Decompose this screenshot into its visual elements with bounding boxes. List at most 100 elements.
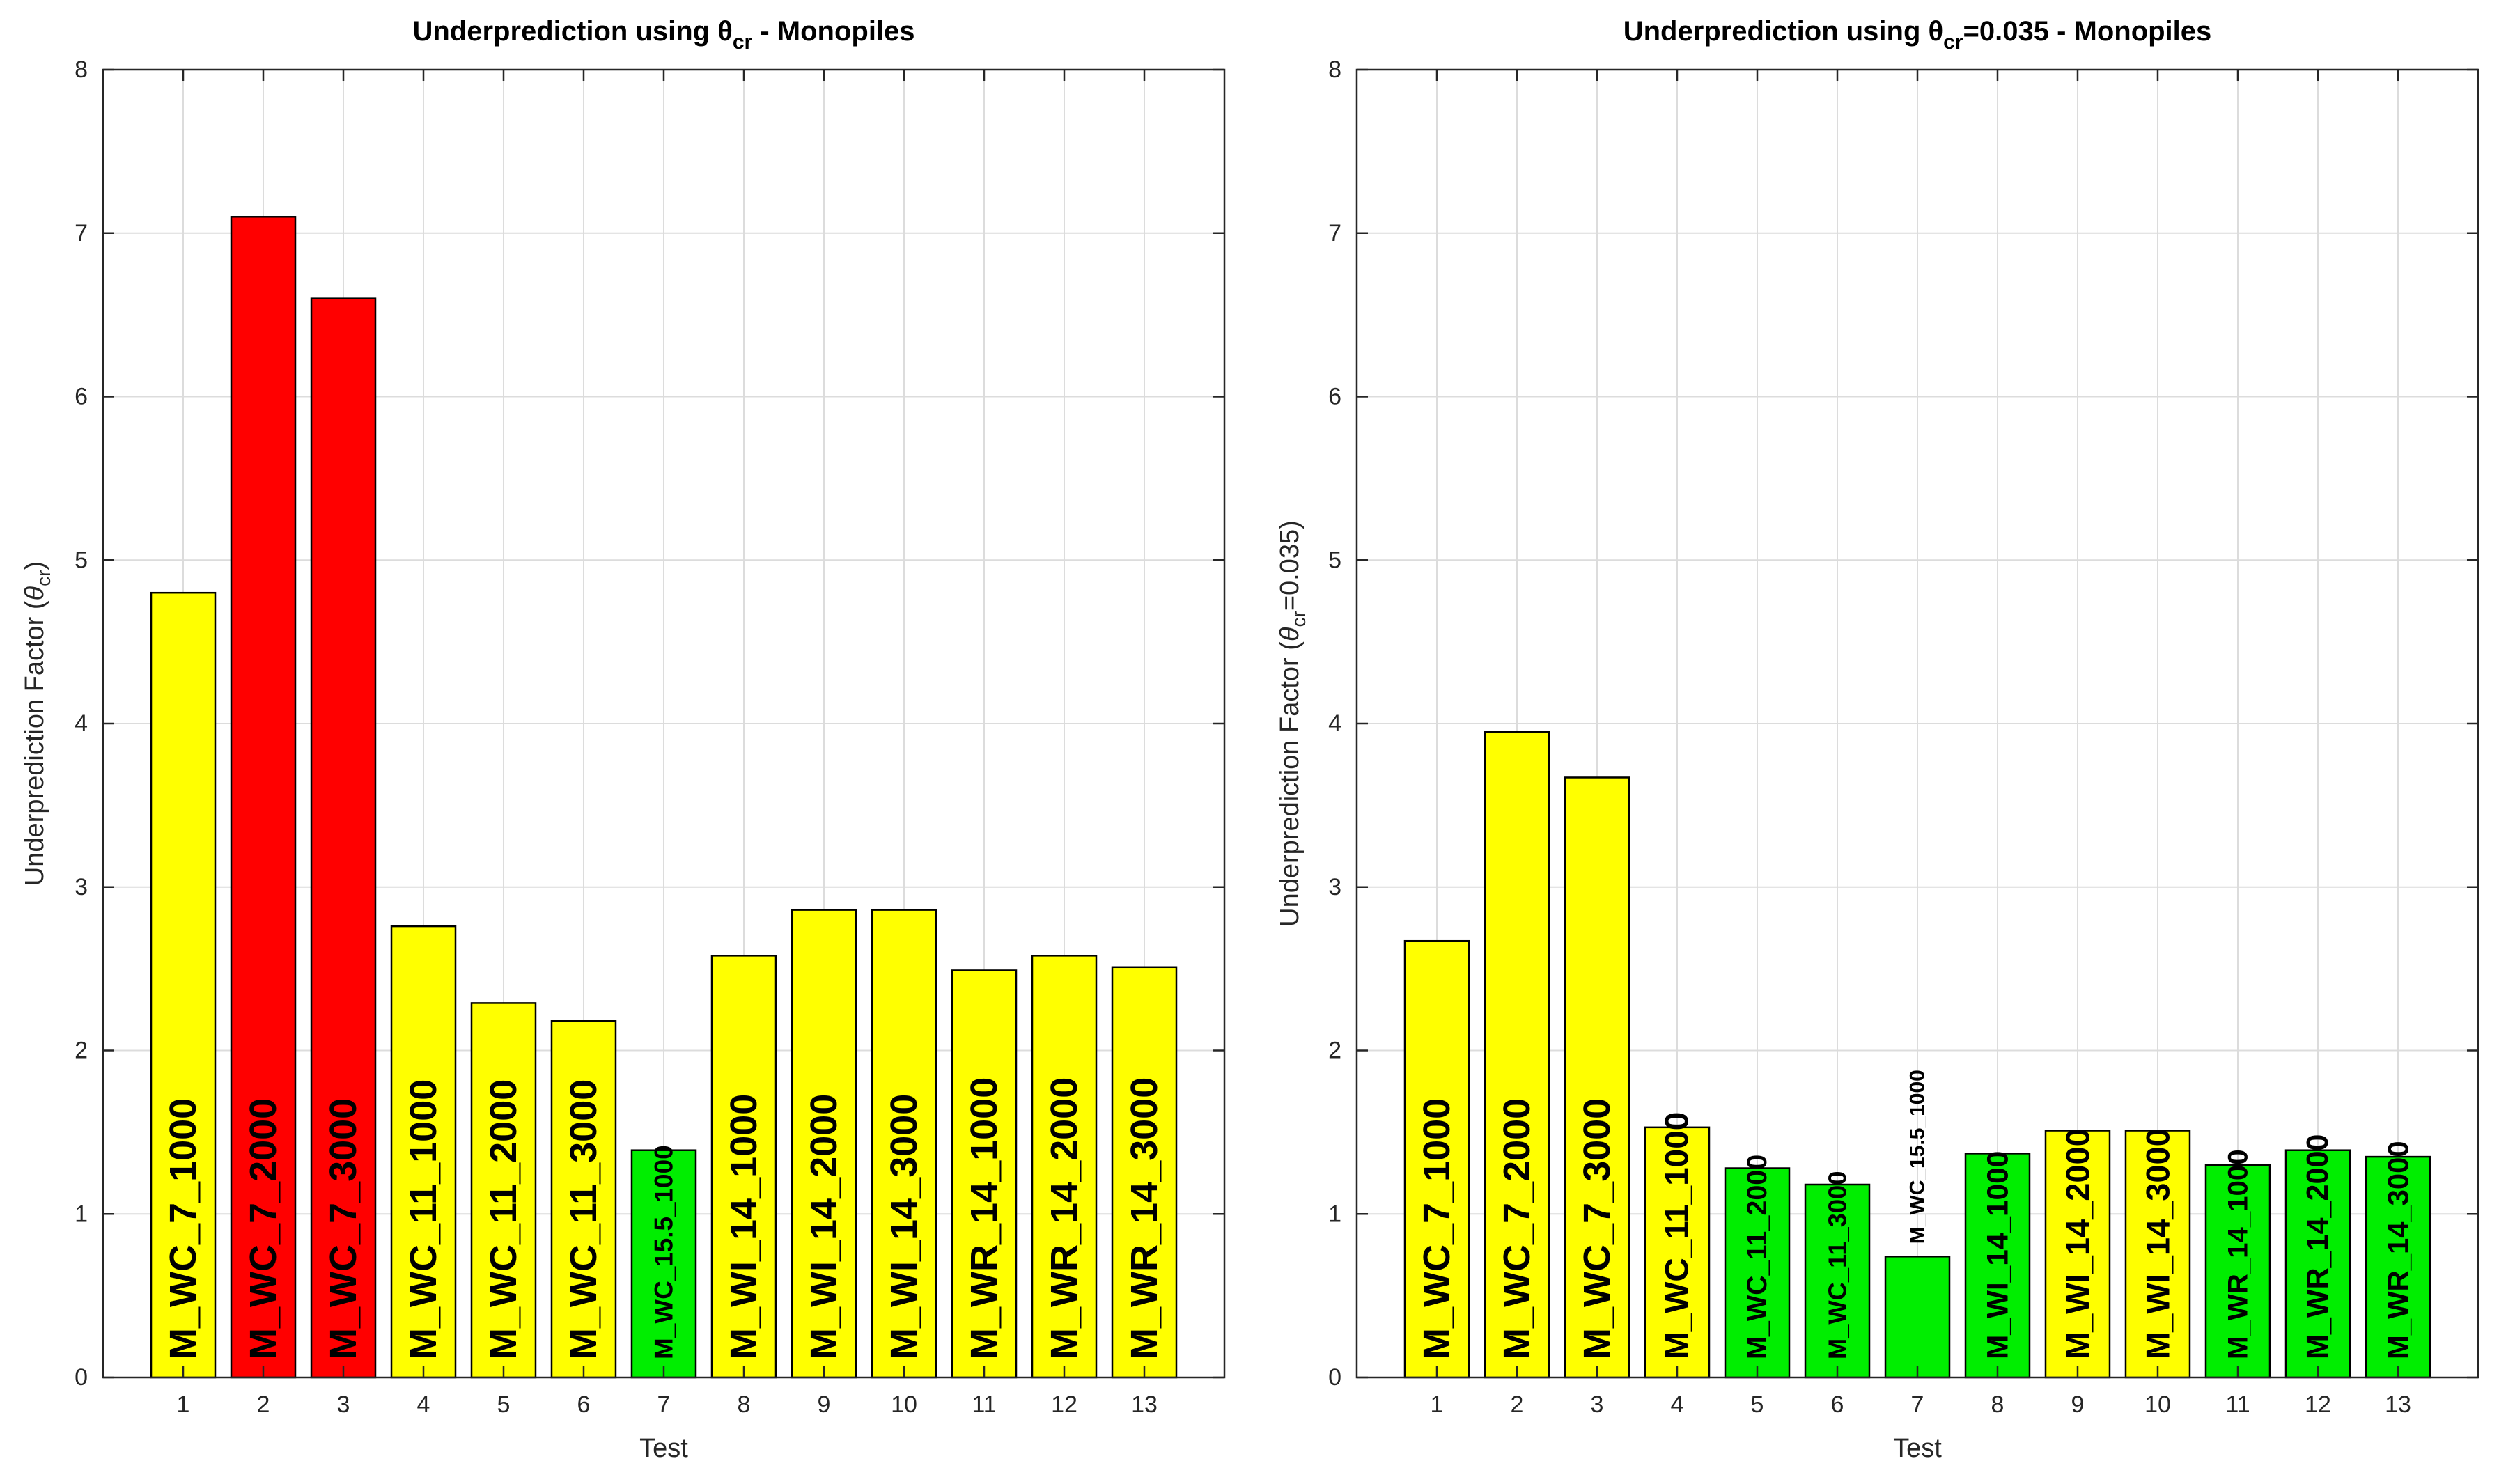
y-tick-label: 1 [1328,1201,1341,1227]
y-tick-label: 8 [75,56,88,83]
bar-label: M_WC_11_2000 [483,1079,524,1359]
bar-2 [230,216,297,1379]
bar-label: M_WR_14_2000 [2301,1134,2335,1359]
bar-label: M_WR_14_1000 [963,1077,1005,1359]
y-tick-label: 0 [75,1364,88,1391]
bar-label: M_WC_7_3000 [1576,1098,1618,1359]
y-tick-label: 3 [75,874,88,900]
x-tick-label: 12 [2305,1391,2331,1418]
bar-10 [871,909,937,1379]
y-tick-label: 6 [1328,384,1341,410]
x-tick-label: 12 [1051,1391,1077,1418]
bar-label: M_WI_14_2000 [803,1094,845,1359]
bar-10 [2124,1130,2191,1379]
bar-label: M_WI_14_1000 [723,1094,765,1359]
y-axis-label: Underprediction Factor (θcr) [20,561,54,886]
bar-label: M_WC_11_1000 [1659,1112,1696,1359]
x-tick-label: 8 [738,1391,751,1418]
x-tick-label: 13 [2385,1391,2411,1418]
bar-2 [1484,731,1550,1379]
bar-label: M_WC_11_2000 [1742,1155,1773,1359]
y-tick-label: 0 [1328,1364,1341,1391]
x-tick-label: 3 [1591,1391,1604,1418]
y-tick-label: 6 [75,384,88,410]
bar-12 [2284,1149,2351,1379]
x-tick-label: 4 [1671,1391,1684,1418]
x-tick-label: 2 [257,1391,270,1418]
bar-4 [390,925,457,1379]
bar-11 [951,969,1018,1379]
bar-8 [1964,1153,2031,1379]
x-tick-label: 1 [1431,1391,1444,1418]
y-tick-label: 7 [75,220,88,247]
bar-label: M_WI_14_3000 [883,1094,925,1359]
y-axis-label: Underprediction Factor (θcr=0.035) [1275,520,1309,927]
bar-label: M_WC_15.5_1000 [1906,1070,1929,1244]
x-tick-label: 10 [2144,1391,2171,1418]
bar-1 [150,591,217,1379]
bar-label: M_WC_7_2000 [242,1098,284,1359]
bar-label: M_WR_14_2000 [1043,1077,1085,1359]
x-tick-label: 1 [177,1391,190,1418]
bar-label: M_WC_15.5_1000 [650,1145,678,1359]
bar-13 [2365,1155,2431,1379]
x-tick-label: 13 [1131,1391,1158,1418]
y-tick-label: 4 [75,710,88,737]
x-tick-label: 7 [657,1391,671,1418]
bar-label: M_WI_14_1000 [1982,1151,2014,1359]
x-tick-label: 11 [972,1391,996,1418]
bar-label: M_WI_14_2000 [2060,1128,2096,1359]
bar-9 [2044,1130,2111,1379]
bar-label: M_WC_7_2000 [1496,1098,1538,1359]
bar-label: M_WC_11_3000 [563,1079,605,1359]
x-tick-label: 5 [1751,1391,1764,1418]
x-tick-label: 9 [2071,1391,2085,1418]
y-tick-label: 2 [1328,1038,1341,1064]
bar-label: M_WR_14_3000 [2382,1141,2415,1359]
x-tick-label: 6 [1831,1391,1844,1418]
bar-9 [791,909,857,1379]
x-tick-label: 4 [417,1391,430,1418]
bar-label: M_WC_7_1000 [162,1098,204,1359]
bar-label: M_WC_11_1000 [403,1079,444,1359]
bar-6 [1804,1183,1871,1379]
chart-panel-1: M_WC_7_1000 M_WC_7_2000 M_WC_7_3000 M_WC_11… [20,16,1226,1463]
bar-12 [1031,955,1098,1379]
bar-label: M_WR_14_1000 [2222,1149,2254,1359]
x-tick-label: 7 [1911,1391,1924,1418]
chart-title: Underprediction using θcr=0.035 - Monopi… [1624,16,2212,54]
bar-8 [710,955,777,1379]
y-tick-label: 3 [1328,874,1341,900]
chart-panel-2: M_WC_7_1000 M_WC_7_2000 M_WC_7_3000 M_WC_11… [1275,16,2479,1463]
bar-7 [630,1149,697,1379]
x-tick-label: 2 [1511,1391,1524,1418]
bar-5 [470,1002,537,1379]
x-axis-label: Test [1893,1434,1942,1463]
bar-3 [1564,776,1630,1379]
x-tick-label: 11 [2225,1391,2250,1418]
bar-13 [1111,966,1178,1379]
x-tick-label: 9 [818,1391,831,1418]
x-tick-label: 8 [1991,1391,2004,1418]
bar-label: M_WC_11_3000 [1823,1171,1852,1359]
y-tick-label: 7 [1328,220,1341,247]
y-tick-label: 8 [1328,56,1341,83]
y-tick-label: 1 [75,1201,88,1227]
x-tick-label: 3 [337,1391,350,1418]
bar-11 [2204,1164,2271,1379]
bar-label: M_WC_7_3000 [322,1098,364,1359]
chart-title: Underprediction using θcr - Monopiles [412,16,914,54]
y-tick-label: 2 [75,1038,88,1064]
x-axis-label: Test [639,1434,688,1463]
bar-label: M_WI_14_3000 [2140,1128,2177,1359]
bar-4 [1644,1126,1711,1379]
y-tick-label: 5 [75,547,88,573]
x-tick-label: 10 [891,1391,917,1418]
bar-label: M_WR_14_3000 [1123,1077,1165,1359]
bar-7 [1884,1256,1951,1379]
y-tick-label: 4 [1328,710,1341,737]
x-tick-label: 6 [577,1391,591,1418]
bar-label: M_WC_7_1000 [1416,1098,1458,1359]
